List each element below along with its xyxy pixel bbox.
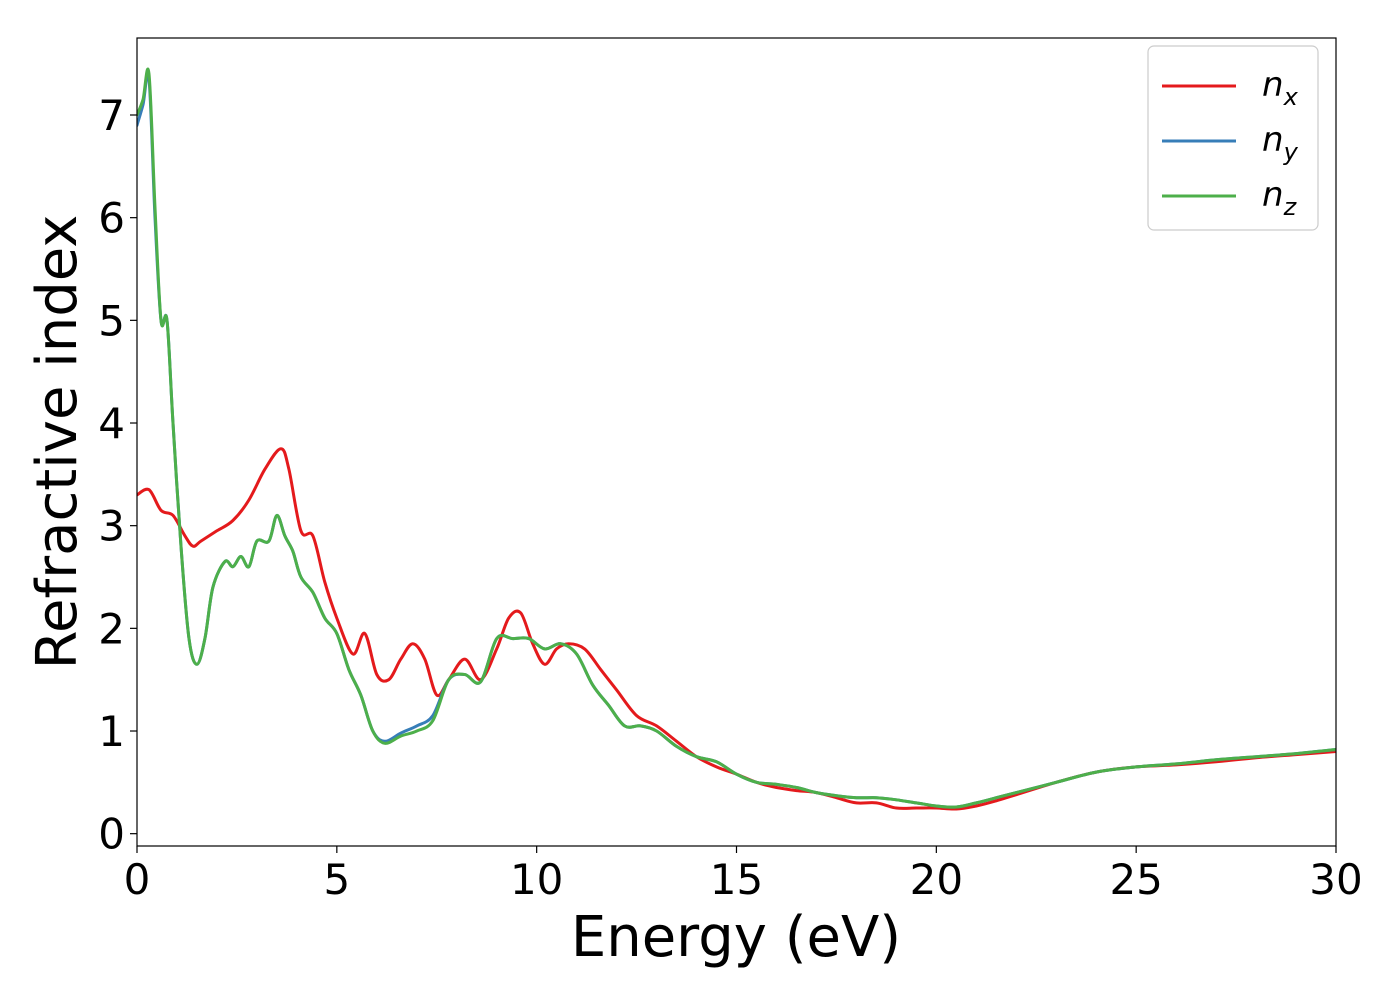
series-line-nx bbox=[137, 447, 1336, 811]
legend-label-ny: ny bbox=[1262, 120, 1299, 166]
y-tick-label: 0 bbox=[98, 810, 125, 859]
y-tick-label: 5 bbox=[98, 296, 125, 345]
x-tick-label: 15 bbox=[710, 855, 763, 904]
y-tick-label: 7 bbox=[98, 91, 125, 140]
y-tick-label: 1 bbox=[98, 707, 125, 756]
plot-area bbox=[137, 67, 1336, 811]
y-tick-label: 6 bbox=[98, 194, 125, 243]
y-tick-label: 3 bbox=[98, 502, 125, 551]
legend-box bbox=[1147, 45, 1319, 231]
x-tick-label: 0 bbox=[124, 855, 151, 904]
x-tick-label: 5 bbox=[323, 855, 350, 904]
x-tick-label: 20 bbox=[910, 855, 963, 904]
x-tick-label: 10 bbox=[510, 855, 563, 904]
axes: 0 5 10 15 20 25 30 0 1 2 3 4 5 6 7 bbox=[98, 37, 1363, 904]
series-line-nz bbox=[137, 67, 1336, 809]
legend-label-nx: nx bbox=[1262, 65, 1299, 111]
y-axis-title: Refractive index bbox=[25, 215, 90, 670]
y-tick-label: 4 bbox=[98, 399, 125, 448]
x-tick-label: 25 bbox=[1109, 855, 1162, 904]
y-tick-label: 2 bbox=[98, 604, 125, 653]
x-axis-title: Energy (eV) bbox=[571, 905, 901, 970]
x-tick-label: 30 bbox=[1309, 855, 1362, 904]
